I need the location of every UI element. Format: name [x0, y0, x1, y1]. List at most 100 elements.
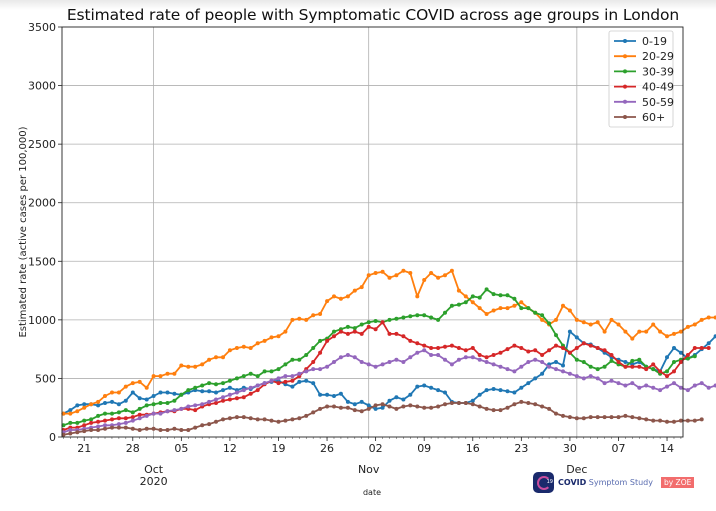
data-point [651, 362, 656, 367]
data-point [463, 294, 468, 299]
data-point [144, 413, 149, 418]
data-point [75, 420, 80, 425]
data-point [505, 367, 510, 372]
data-point [519, 364, 524, 369]
data-point [595, 346, 600, 350]
data-point [276, 367, 281, 372]
data-point [290, 374, 295, 379]
data-point [193, 364, 198, 369]
data-point [699, 381, 704, 386]
data-point [82, 423, 87, 428]
data-point [422, 383, 427, 388]
legend-entry: 60+ [614, 111, 665, 124]
data-point [110, 417, 114, 422]
data-point [332, 394, 336, 398]
data-point [130, 410, 135, 415]
data-point [456, 346, 461, 350]
data-point [672, 419, 676, 424]
data-point [401, 268, 406, 273]
data-point [526, 401, 531, 405]
data-point [436, 404, 441, 409]
data-point [318, 406, 323, 411]
data-point [96, 424, 101, 429]
data-point [554, 411, 558, 416]
data-point [103, 411, 107, 416]
data-point [116, 416, 121, 421]
data-point [172, 398, 177, 403]
data-point [373, 327, 378, 332]
data-point [68, 411, 73, 416]
data-point [269, 335, 274, 340]
data-point [332, 294, 336, 299]
data-point [352, 329, 357, 334]
data-point [137, 406, 142, 411]
data-point [332, 334, 336, 339]
data-point [179, 363, 184, 368]
data-point [241, 388, 246, 393]
data-point [68, 431, 73, 436]
data-point [82, 405, 87, 410]
data-point [685, 418, 690, 423]
data-point [678, 329, 683, 334]
data-point [186, 388, 191, 393]
data-point [637, 329, 642, 334]
data-point [103, 401, 107, 405]
data-point [311, 410, 316, 415]
data-point [581, 320, 586, 325]
legend-label: 30-39 [642, 65, 674, 78]
data-point [269, 378, 274, 383]
data-point [449, 362, 454, 367]
data-point [456, 288, 461, 293]
data-point [526, 381, 531, 386]
data-point [318, 350, 323, 355]
data-point [602, 329, 607, 334]
data-point [588, 364, 593, 369]
data-point [283, 362, 288, 367]
data-point [158, 374, 163, 379]
data-point [338, 329, 343, 334]
data-point [338, 296, 343, 301]
legend-label: 50-59 [642, 96, 674, 109]
series-50-59 [61, 348, 716, 435]
data-point [380, 269, 385, 274]
data-point [443, 273, 447, 278]
data-point [401, 404, 406, 409]
data-point [672, 346, 676, 350]
y-tick-label: 3000 [28, 80, 56, 93]
legend-label: 20-29 [642, 50, 674, 63]
data-point [96, 399, 101, 404]
data-point [651, 367, 656, 372]
data-point [193, 403, 198, 408]
data-point [401, 397, 406, 402]
data-point [200, 423, 205, 428]
data-point [685, 324, 690, 329]
data-point [519, 346, 524, 350]
data-point [685, 356, 690, 361]
data-point [359, 409, 364, 414]
data-point [311, 313, 316, 318]
data-point [103, 418, 107, 423]
data-point [463, 401, 468, 405]
legend-entry: 40-49 [614, 81, 674, 94]
data-point [304, 369, 309, 374]
data-point [283, 379, 288, 384]
data-point [297, 357, 302, 362]
legend: 0-19 20-29 30-39 40-49 50-59 60+ [608, 30, 674, 128]
data-point [214, 397, 218, 402]
data-point [651, 385, 656, 390]
data-point [588, 322, 593, 327]
data-point [630, 336, 635, 341]
data-point [713, 383, 716, 388]
data-point [616, 360, 621, 364]
data-point [96, 419, 101, 424]
data-point [359, 360, 364, 364]
data-point [345, 331, 350, 336]
data-point [200, 383, 205, 388]
data-point [436, 275, 441, 280]
data-point [110, 425, 114, 430]
data-point [456, 401, 461, 405]
data-point [234, 396, 239, 401]
data-point [325, 338, 330, 343]
data-point [470, 355, 475, 360]
